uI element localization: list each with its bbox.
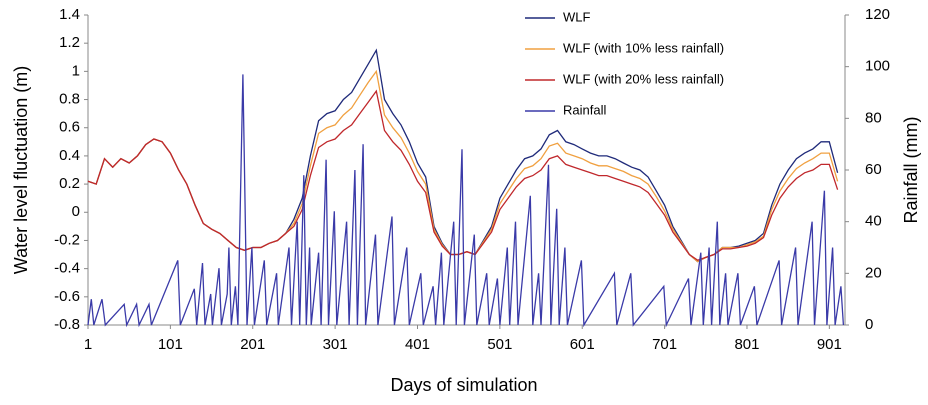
y-tick-label: 0.6	[59, 119, 80, 136]
legend-label: Rainfall	[563, 102, 606, 117]
y2-tick-label: 20	[865, 264, 882, 281]
y-tick-label: 1.4	[59, 6, 80, 23]
x-tick-label: 201	[240, 336, 265, 353]
x-tick-label: 801	[734, 336, 759, 353]
x-tick-label: 501	[487, 336, 512, 353]
x-tick-label: 601	[570, 336, 595, 353]
y-tick-label: -0.4	[54, 260, 80, 277]
y2-tick-label: 60	[865, 161, 882, 178]
y2-tick-label: 40	[865, 213, 882, 230]
y-tick-label: -0.2	[54, 231, 80, 248]
legend-label: WLF	[563, 9, 591, 24]
y-tick-label: 0.2	[59, 175, 80, 192]
x-axis-label: Days of simulation	[390, 375, 537, 395]
x-tick-label: 701	[652, 336, 677, 353]
y-axis-label: Water level fluctuation (m)	[11, 66, 31, 274]
legend-label: WLF (with 20% less rainfall)	[563, 71, 724, 86]
legend-label: WLF (with 10% less rainfall)	[563, 40, 724, 55]
y-tick-label: -0.6	[54, 288, 80, 305]
y2-axis-label: Rainfall (mm)	[901, 116, 921, 223]
x-tick-label: 1	[84, 336, 92, 353]
y-tick-label: 0	[72, 203, 80, 220]
y2-tick-label: 80	[865, 109, 882, 126]
y-tick-label: 0.8	[59, 91, 80, 108]
x-tick-label: 401	[405, 336, 430, 353]
y-tick-label: 1	[72, 62, 80, 79]
y2-tick-label: 0	[865, 316, 873, 333]
y-tick-label: -0.8	[54, 316, 80, 333]
x-tick-label: 901	[817, 336, 842, 353]
series-line	[87, 74, 845, 328]
y2-tick-label: 120	[865, 6, 890, 23]
x-tick-label: 101	[158, 336, 183, 353]
y-tick-label: 1.2	[59, 34, 80, 51]
x-tick-label: 301	[323, 336, 348, 353]
y-tick-label: 0.4	[59, 147, 80, 164]
y2-tick-label: 100	[865, 58, 890, 75]
